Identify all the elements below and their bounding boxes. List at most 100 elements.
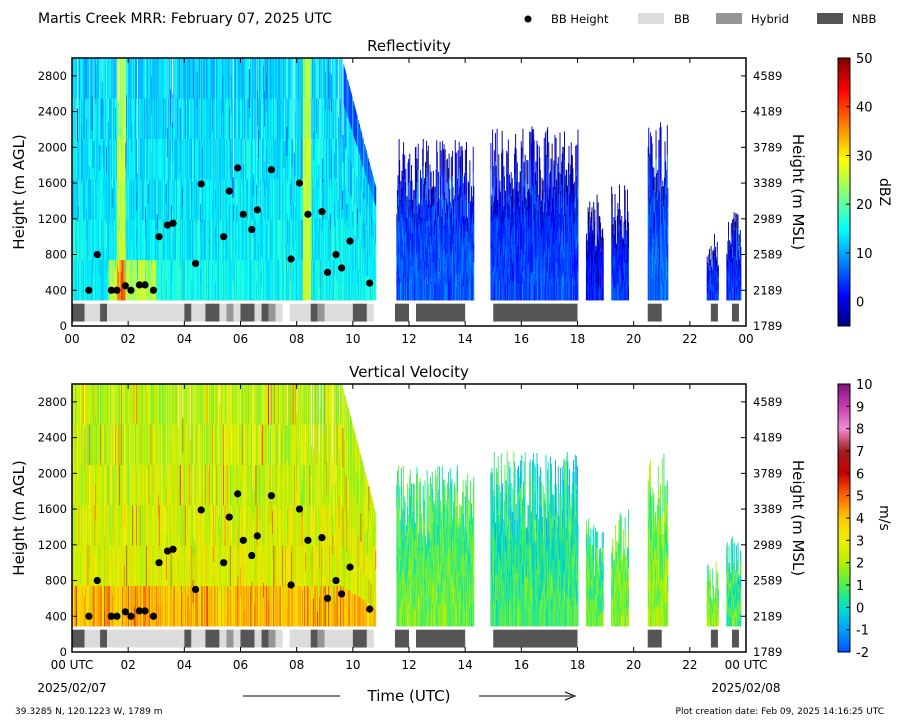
heatmap-cell <box>180 58 182 99</box>
heatmap-cell <box>113 98 114 139</box>
heatmap-cell <box>139 58 141 99</box>
heatmap-cell <box>403 278 405 301</box>
heatmap-cell <box>141 219 143 261</box>
heatmap-cell <box>441 272 443 287</box>
heatmap-cell <box>356 269 358 301</box>
heatmap-cell <box>156 214 158 229</box>
heatmap-cell <box>282 219 284 261</box>
heatmap-cell <box>80 219 82 261</box>
heatmap-cell <box>404 178 406 204</box>
heatmap-cell <box>142 259 144 301</box>
heatmap-cell <box>206 179 208 220</box>
heatmap-cell <box>469 283 471 301</box>
heatmap-cell <box>509 252 511 269</box>
heatmap-cell <box>523 254 525 278</box>
heatmap-cell <box>119 286 121 301</box>
heatmap-cell <box>361 133 363 162</box>
heatmap-cell <box>309 179 310 220</box>
heatmap-cell <box>430 278 432 301</box>
heatmap-cell <box>273 259 275 301</box>
heatmap-cell <box>102 259 104 301</box>
heatmap-cell <box>182 224 184 245</box>
heatmap-cell <box>196 223 198 263</box>
heatmap-cell <box>410 200 412 221</box>
legend-bb-label: BB <box>674 12 690 26</box>
heatmap-cell <box>153 259 155 301</box>
heatmap-cell <box>74 259 76 301</box>
heatmap-cell <box>451 223 453 240</box>
heatmap-cell <box>101 259 103 301</box>
heatmap-cell <box>197 219 199 261</box>
heatmap-cell <box>343 142 345 183</box>
heatmap-cell <box>198 58 200 99</box>
heatmap-cell <box>500 285 502 301</box>
heatmap-cell <box>115 139 117 173</box>
heatmap-cell <box>188 179 190 220</box>
heatmap-cell <box>411 220 413 241</box>
heatmap-cell <box>459 276 461 301</box>
heatmap-cell <box>535 253 537 278</box>
heatmap-cell <box>165 222 167 243</box>
heatmap-cell <box>162 58 164 99</box>
heatmap-cell <box>437 202 439 219</box>
heatmap-cell <box>297 259 299 301</box>
heatmap-cell <box>240 58 242 99</box>
heatmap-cell <box>170 159 172 196</box>
heatmap-cell <box>236 98 237 139</box>
heatmap-cell <box>449 234 451 252</box>
heatmap-cell <box>323 138 325 180</box>
heatmap-cell <box>398 268 400 285</box>
heatmap-cell <box>412 269 414 286</box>
heatmap-cell <box>462 250 464 276</box>
heatmap-cell <box>511 198 513 220</box>
heatmap-cell <box>524 206 526 226</box>
heatmap-cell <box>91 179 93 220</box>
heatmap-cell <box>136 179 137 220</box>
heatmap-cell <box>100 58 102 99</box>
heatmap-cell <box>164 98 166 139</box>
heatmap-cell <box>83 179 85 220</box>
heatmap-cell <box>366 250 368 276</box>
heatmap-cell <box>373 200 375 221</box>
heatmap-cell <box>352 270 354 286</box>
heatmap-cell <box>322 182 324 207</box>
heatmap-cell <box>233 252 235 269</box>
heatmap-cell <box>207 138 209 180</box>
heatmap-cell <box>249 263 251 301</box>
heatmap-cell <box>413 263 415 283</box>
heatmap-cell <box>218 179 219 220</box>
heatmap-cell <box>115 58 117 99</box>
heatmap-cell <box>330 111 332 150</box>
heatmap-cell <box>466 286 468 301</box>
heatmap-cell <box>311 179 313 220</box>
heatmap-cell <box>129 259 131 301</box>
heatmap-cell <box>493 201 495 219</box>
heatmap-cell <box>127 58 129 99</box>
heatmap-cell <box>286 259 288 301</box>
heatmap-cell <box>159 138 161 180</box>
heatmap-cell <box>364 145 366 172</box>
heatmap-cell <box>347 227 349 264</box>
heatmap-cell <box>352 225 354 242</box>
heatmap-cell <box>449 189 451 209</box>
heatmap-cell <box>493 225 495 251</box>
heatmap-cell <box>242 164 244 188</box>
heatmap-cell <box>224 58 226 99</box>
heatmap-cell <box>263 98 265 139</box>
heatmap-cell <box>333 259 335 301</box>
heatmap-cell <box>256 259 258 301</box>
heatmap-cell <box>521 198 523 225</box>
heatmap-cell <box>299 219 301 261</box>
heatmap-cell <box>448 190 449 213</box>
heatmap-cell <box>471 202 473 219</box>
heatmap-cell <box>525 250 527 268</box>
heatmap-cell <box>507 251 509 276</box>
heatmap-cell <box>529 131 531 160</box>
heatmap-cell <box>239 219 241 261</box>
heatmap-cell <box>130 138 132 180</box>
heatmap-cell <box>428 263 430 282</box>
heatmap-cell <box>525 283 527 301</box>
heatmap-cell <box>341 219 342 261</box>
heatmap-cell <box>214 219 216 261</box>
heatmap-cell <box>142 219 144 261</box>
